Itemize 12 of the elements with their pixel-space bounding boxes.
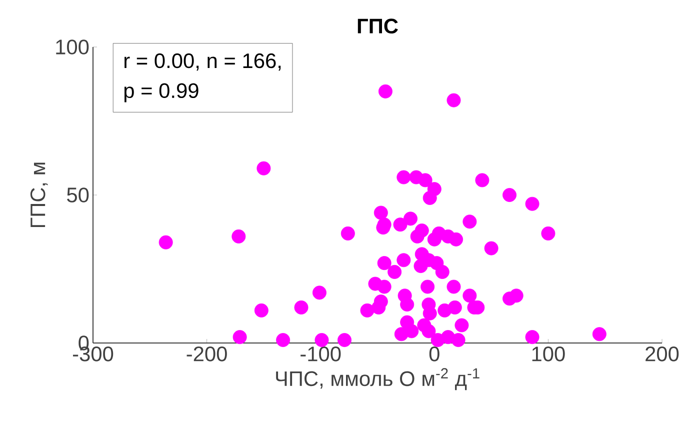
y-axis-title: ГПС, м <box>30 162 48 228</box>
x-tick-label: 200 <box>646 346 679 362</box>
annotation: r = 0.00, n = 166, <box>124 53 281 71</box>
x-tick-label: 0 <box>429 346 440 362</box>
x-tick-label: -200 <box>186 346 227 362</box>
y-tick-label: 100 <box>56 40 89 54</box>
x-axis-title: ЧПС, ммоль О м$^{-2}$ д$^{-1}$ <box>276 368 480 390</box>
annotation: p = 0.99 <box>124 83 198 102</box>
y-tick-label: 50 <box>67 188 89 202</box>
x-tick-label: 100 <box>532 346 565 362</box>
x-tick-label: -100 <box>300 346 341 362</box>
chart-title: ГПС <box>358 18 398 34</box>
